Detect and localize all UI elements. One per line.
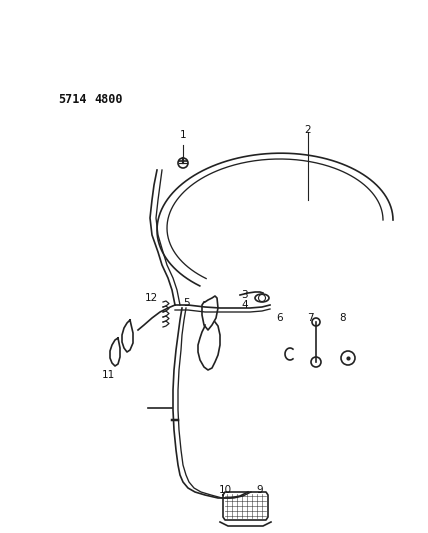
Text: 8: 8 (340, 313, 346, 323)
Text: 10: 10 (218, 485, 232, 495)
Circle shape (311, 357, 321, 367)
Text: 7: 7 (307, 313, 313, 323)
Circle shape (312, 318, 320, 326)
Text: 5714: 5714 (58, 93, 86, 106)
Text: 11: 11 (101, 370, 115, 380)
Text: 4800: 4800 (94, 93, 122, 106)
Text: 4: 4 (241, 300, 248, 310)
Text: 6: 6 (276, 313, 283, 323)
Text: 5: 5 (183, 298, 190, 308)
Text: 3: 3 (241, 290, 248, 300)
Ellipse shape (255, 294, 269, 302)
Circle shape (178, 158, 188, 168)
Circle shape (259, 295, 265, 302)
Circle shape (341, 351, 355, 365)
Text: 2: 2 (305, 125, 311, 135)
Text: 12: 12 (145, 293, 158, 303)
Text: 9: 9 (257, 485, 263, 495)
Text: 1: 1 (180, 130, 186, 140)
